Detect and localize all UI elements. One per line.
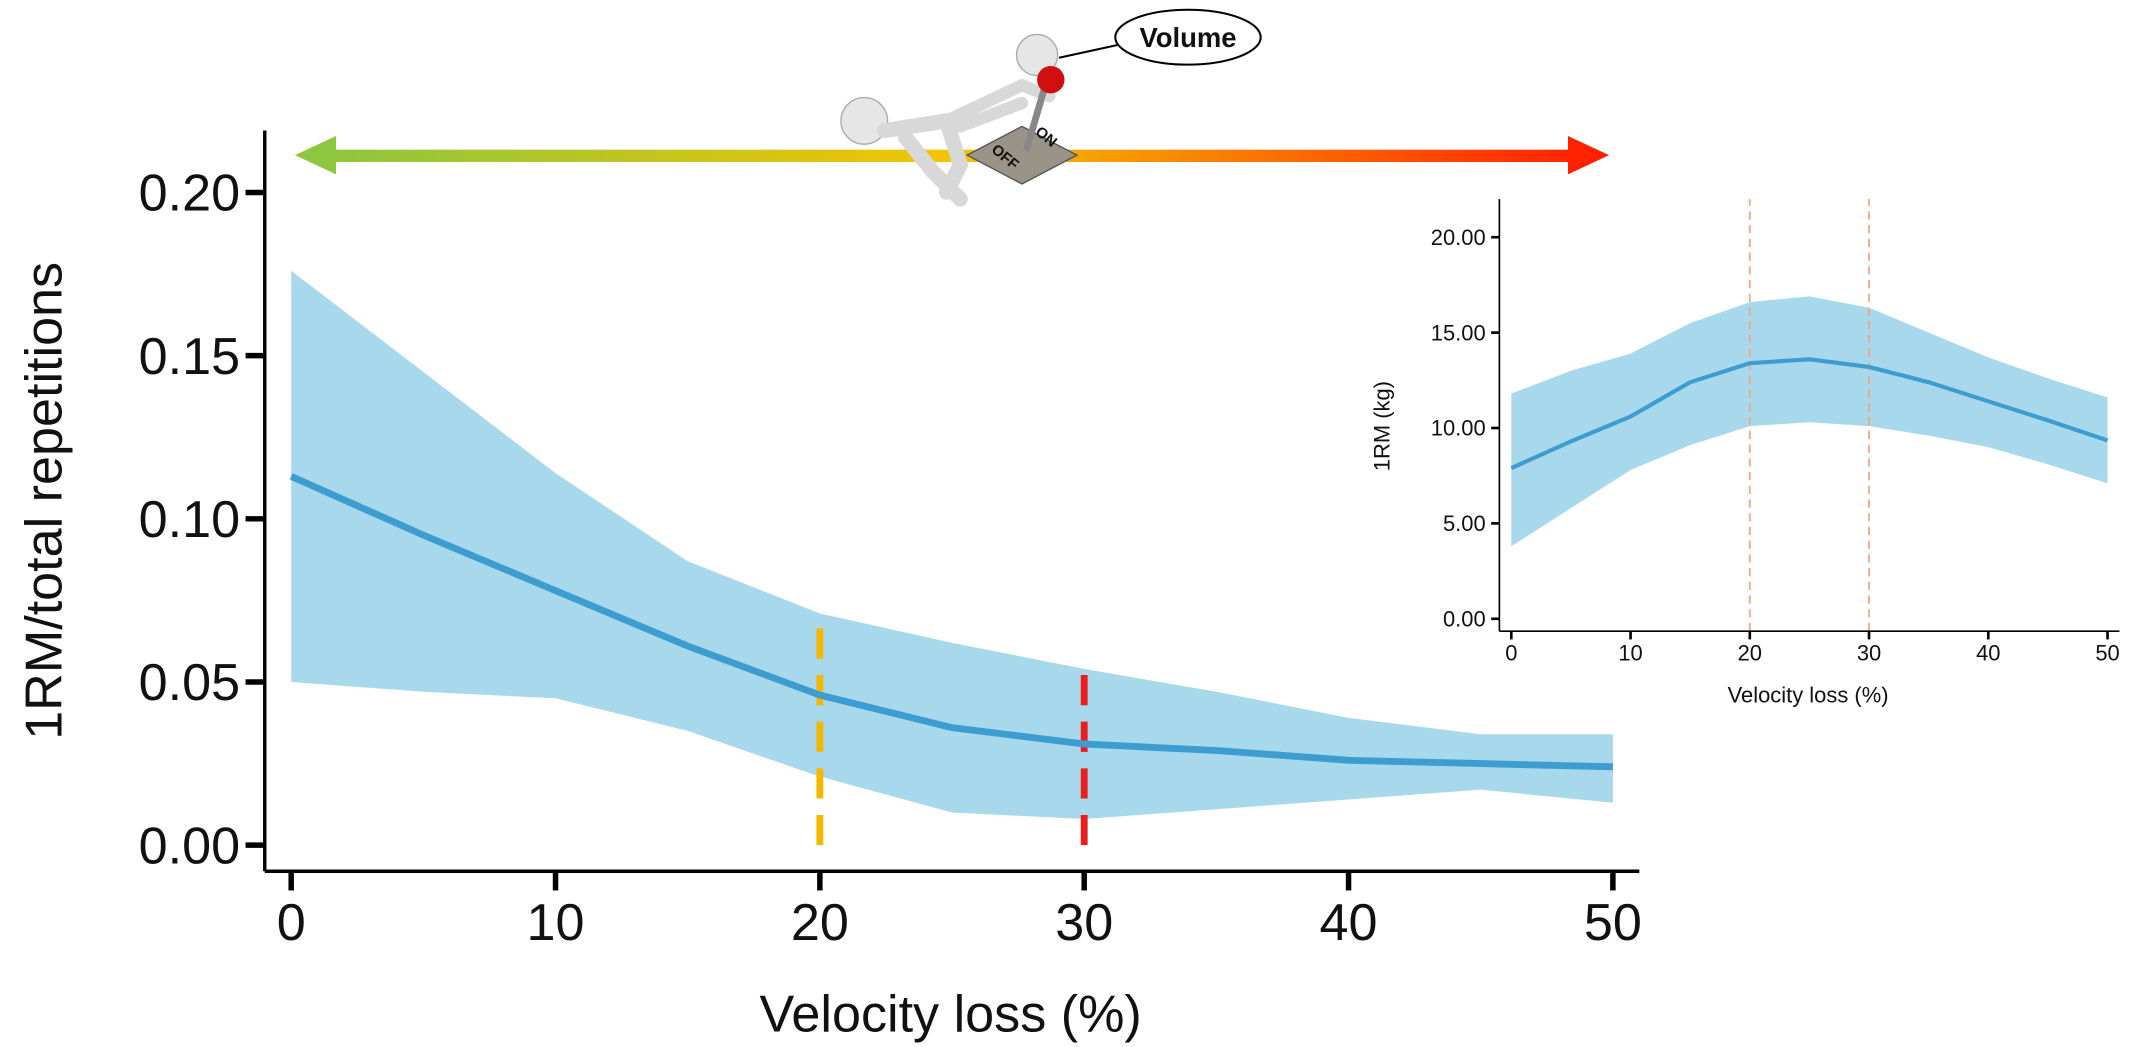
x-tick-label: 0 — [1505, 640, 1517, 665]
bubble-text: Volume — [1139, 22, 1236, 53]
x-axis-label: Velocity loss (%) — [1728, 683, 1889, 708]
y-tick-label: 15.00 — [1431, 320, 1486, 345]
mean-line — [289, 473, 1613, 771]
y-tick-label: 0.20 — [139, 165, 240, 223]
x-tick-label: 10 — [527, 894, 585, 952]
y-tick-label: 5.00 — [1443, 511, 1486, 536]
y-tick-label: 0.15 — [139, 328, 240, 386]
y-tick-label: 0.00 — [1443, 606, 1486, 631]
y-tick-label: 0.00 — [139, 817, 240, 875]
x-tick-label: 10 — [1618, 640, 1642, 665]
y-tick-label: 0.05 — [139, 654, 240, 712]
confidence-band — [291, 270, 1613, 820]
x-tick-label: 40 — [1320, 894, 1378, 952]
x-tick-label: 20 — [791, 894, 849, 952]
mean-line — [1510, 357, 2109, 470]
x-axis-label: Velocity loss (%) — [760, 986, 1142, 1044]
y-tick-label: 10.00 — [1431, 416, 1486, 441]
confidence-band — [1511, 296, 2108, 547]
x-tick-label: 50 — [1584, 894, 1642, 952]
x-tick-label: 30 — [1857, 640, 1881, 665]
y-tick-label: 20.00 — [1431, 225, 1486, 250]
x-tick-label: 50 — [2095, 640, 2119, 665]
y-axis-label: 1RM (kg) — [1370, 381, 1395, 471]
x-tick-label: 20 — [1738, 640, 1762, 665]
y-tick-label: 0.10 — [139, 491, 240, 549]
y-axis-label: 1RM/total repetitions — [16, 262, 74, 740]
volume-illustration: OFF ON Volume — [840, 8, 1262, 207]
x-tick-label: 40 — [1976, 640, 2000, 665]
x-tick-label: 0 — [277, 894, 306, 952]
x-tick-label: 30 — [1055, 894, 1113, 952]
